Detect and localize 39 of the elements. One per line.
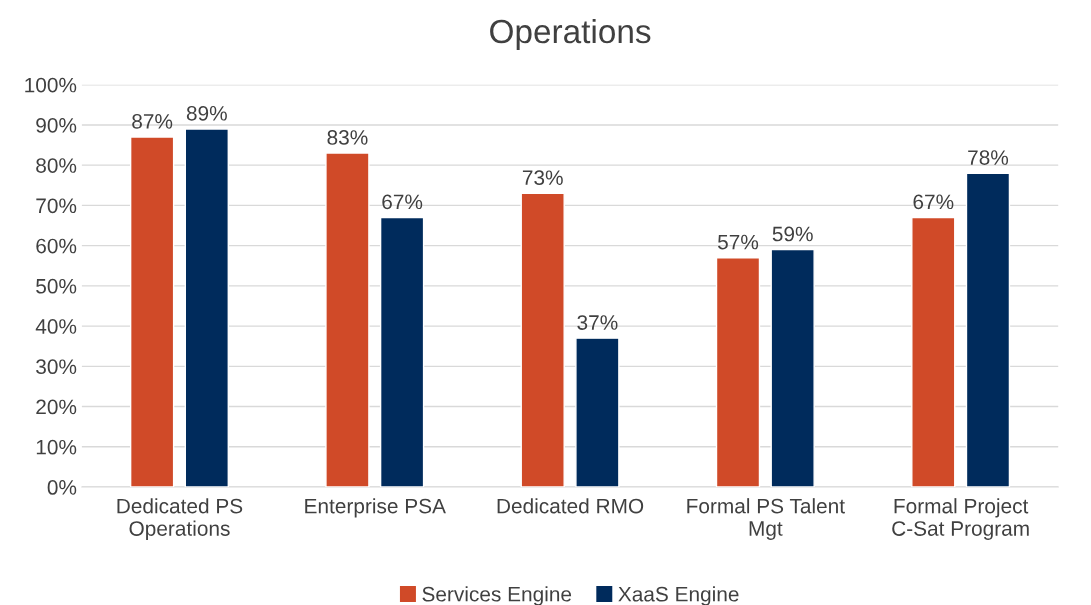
x-tick-label: Dedicated PS Operations	[117, 498, 243, 540]
data-label: 87%	[132, 113, 173, 129]
legend-label: Services Engine	[422, 586, 572, 605]
bar	[715, 257, 761, 488]
y-tick-label: 20%	[36, 399, 77, 415]
data-label: 67%	[913, 194, 954, 210]
legend-label: XaaS Engine	[618, 586, 739, 605]
x-tick-label: Dedicated RMO	[497, 498, 644, 514]
x-tick-label: Enterprise PSA	[305, 498, 446, 518]
bar	[379, 216, 425, 488]
y-tick-label: 80%	[36, 158, 77, 173]
bar	[129, 136, 175, 488]
data-label: 89%	[186, 105, 227, 121]
y-tick-label: 60%	[36, 238, 77, 254]
data-label: 57%	[717, 234, 759, 250]
bar	[911, 216, 956, 488]
bar	[184, 128, 229, 488]
bar	[325, 152, 370, 488]
y-tick-label: 100%	[25, 77, 77, 93]
chart-title: Operations	[490, 18, 651, 50]
data-label: 59%	[772, 226, 813, 242]
data-label: 78%	[968, 150, 1009, 165]
y-tick-label: 0%	[47, 480, 77, 495]
data-label: 73%	[522, 170, 563, 186]
y-tick-label: 50%	[36, 278, 77, 294]
y-tick-label: 10%	[36, 439, 77, 455]
y-tick-label: 40%	[35, 319, 77, 334]
x-tick-label: Formal Project C-Sat Program	[892, 498, 1029, 540]
bar	[770, 248, 815, 488]
y-tick-label: 90%	[36, 117, 77, 133]
bar	[520, 192, 565, 488]
y-tick-label: 30%	[36, 359, 77, 375]
data-label: 83%	[327, 130, 368, 145]
data-label: 67%	[382, 194, 423, 210]
data-label: 37%	[577, 315, 618, 330]
x-tick-label: Formal PS Talent Mgt	[687, 498, 845, 540]
bar	[965, 172, 1011, 488]
bar	[575, 337, 620, 488]
y-tick-label: 70%	[36, 198, 77, 214]
